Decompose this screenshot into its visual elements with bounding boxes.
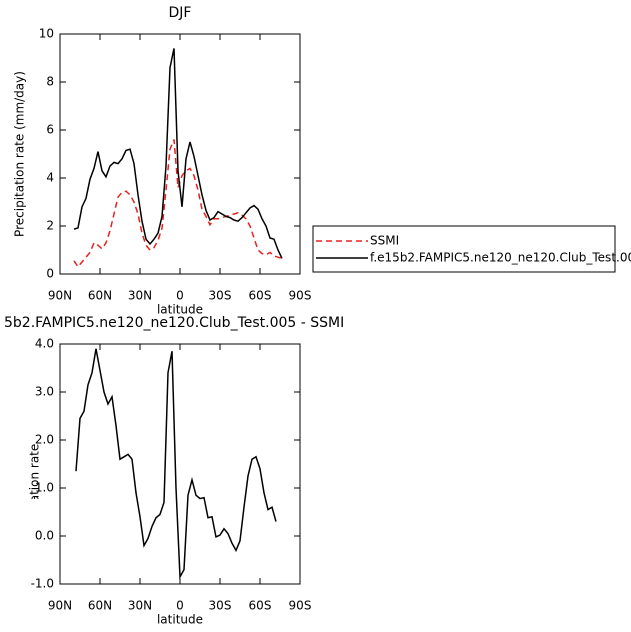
y-tick-label: 3.0 [35, 385, 54, 399]
y-tick-label: 10 [39, 27, 54, 41]
data-line [73, 139, 283, 269]
y-tick-label: 1.0 [35, 481, 54, 495]
x-axis-label: latitude [157, 303, 203, 317]
data-line [73, 48, 283, 259]
y-tick-label: -1.0 [31, 577, 54, 591]
y-tick-label: 6 [46, 123, 54, 137]
x-tick-label: 90S [289, 289, 312, 303]
x-tick-label: 30S [209, 289, 232, 303]
y-axis-label: Precipitation rate (mm/day) [13, 71, 27, 237]
y-tick-label: 4.0 [35, 337, 54, 351]
y-axis-label: Precipitation rate (mm/day) [28, 381, 42, 547]
legend-box [312, 225, 616, 273]
x-tick-label: 90S [289, 599, 312, 613]
legend-label: f.e15b2.FAMPIC5.ne120_ne120.Club_Test.00… [370, 251, 631, 265]
y-tick-label: 0.0 [35, 529, 54, 543]
chart-title: 5b2.FAMPIC5.ne120_ne120.Club_Test.005 - … [4, 315, 344, 331]
plot-frame [59, 33, 301, 275]
x-tick-label: 60S [249, 599, 272, 613]
plot-frame [59, 343, 301, 585]
x-tick-label: 0 [176, 289, 184, 303]
x-tick-label: 30N [128, 599, 152, 613]
x-tick-label: 90N [48, 289, 72, 303]
y-tick-label: 0 [46, 267, 54, 281]
x-tick-label: 90N [48, 599, 72, 613]
x-tick-label: 60N [88, 289, 112, 303]
legend-label: SSMI [370, 234, 399, 248]
x-tick-label: 30S [209, 599, 232, 613]
y-tick-label: 8 [46, 75, 54, 89]
y-tick-label: 4 [46, 171, 54, 185]
x-axis-label: latitude [157, 613, 203, 627]
x-tick-label: 60S [249, 289, 272, 303]
x-tick-label: 60N [88, 599, 112, 613]
y-tick-label: 2.0 [35, 433, 54, 447]
y-tick-label: 2 [46, 219, 54, 233]
data-line [75, 348, 277, 580]
chart-title: DJF [169, 5, 192, 21]
x-tick-label: 30N [128, 289, 152, 303]
x-tick-label: 0 [176, 599, 184, 613]
